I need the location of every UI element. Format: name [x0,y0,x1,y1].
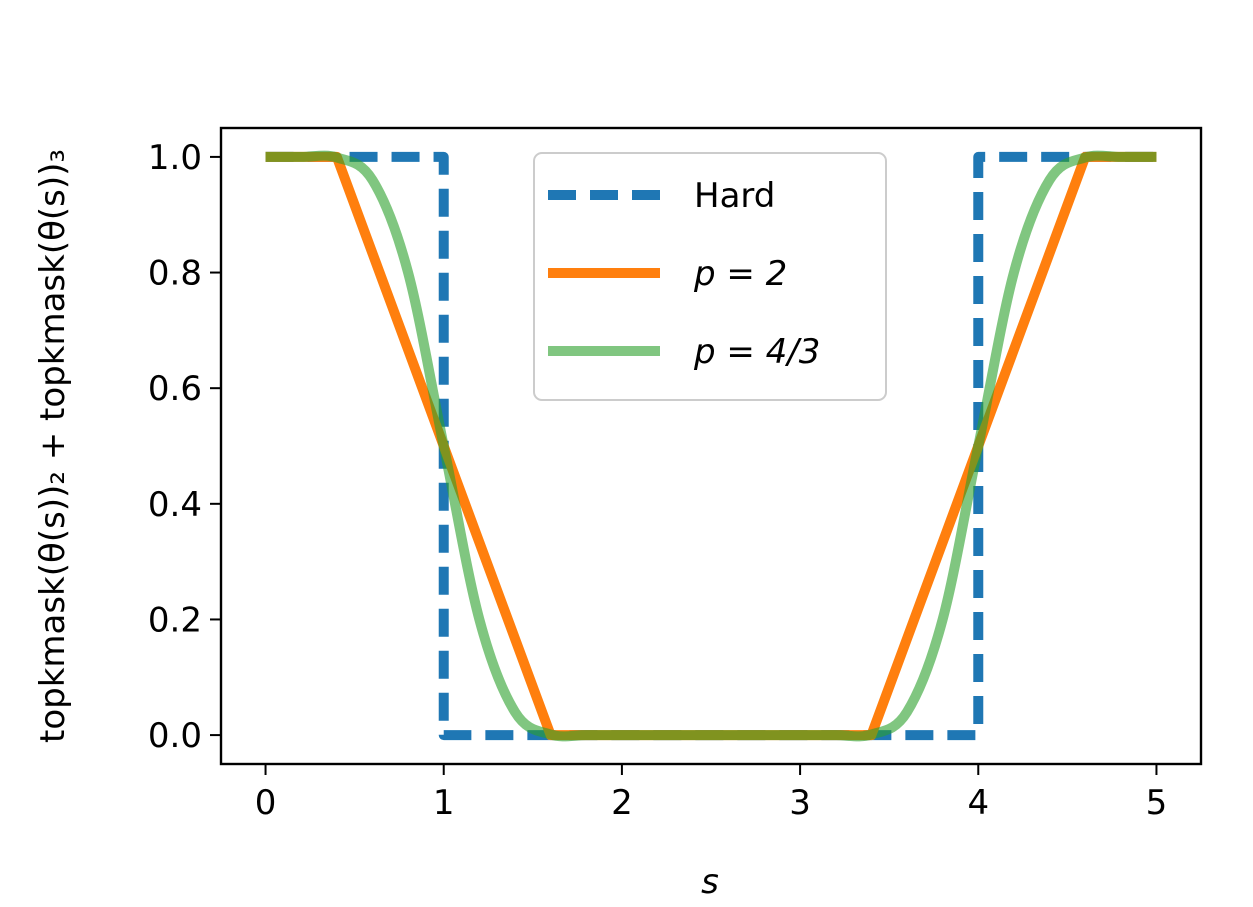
x-tick-label: 0 [255,783,277,823]
legend-label-1: p = 2 [693,254,787,294]
y-axis: 0.0 0.2 0.4 0.6 0.8 1.0 [148,138,221,756]
y-tick-label: 0.0 [148,716,202,756]
series-line-2 [265,150,1157,742]
y-tick-label: 0.6 [148,369,202,409]
y-tick-label: 0.4 [148,485,202,525]
plot-frame [219,126,1203,766]
x-axis: 0 1 2 3 4 5 [255,764,1168,823]
x-axis-label: s [701,862,719,902]
legend-label-0: Hard [694,176,775,216]
x-tick-label: 3 [789,783,811,823]
x-tick-label: 1 [433,783,455,823]
x-tick-label: 5 [1146,783,1168,823]
y-tick-label: 0.8 [148,254,202,294]
legend-box [533,152,887,401]
legend: Hard p = 2 p = 4/3 [533,152,887,401]
series-group [265,150,1157,742]
y-tick-label: 1.0 [148,138,202,178]
x-tick-label: 4 [967,783,989,823]
x-tick-label: 2 [611,783,633,823]
legend-label-2: p = 4/3 [693,332,820,372]
y-tick-label: 0.2 [148,600,202,640]
y-axis-label: topkmask(θ(s))₂ + topkmask(θ(s))₃ [33,149,73,743]
